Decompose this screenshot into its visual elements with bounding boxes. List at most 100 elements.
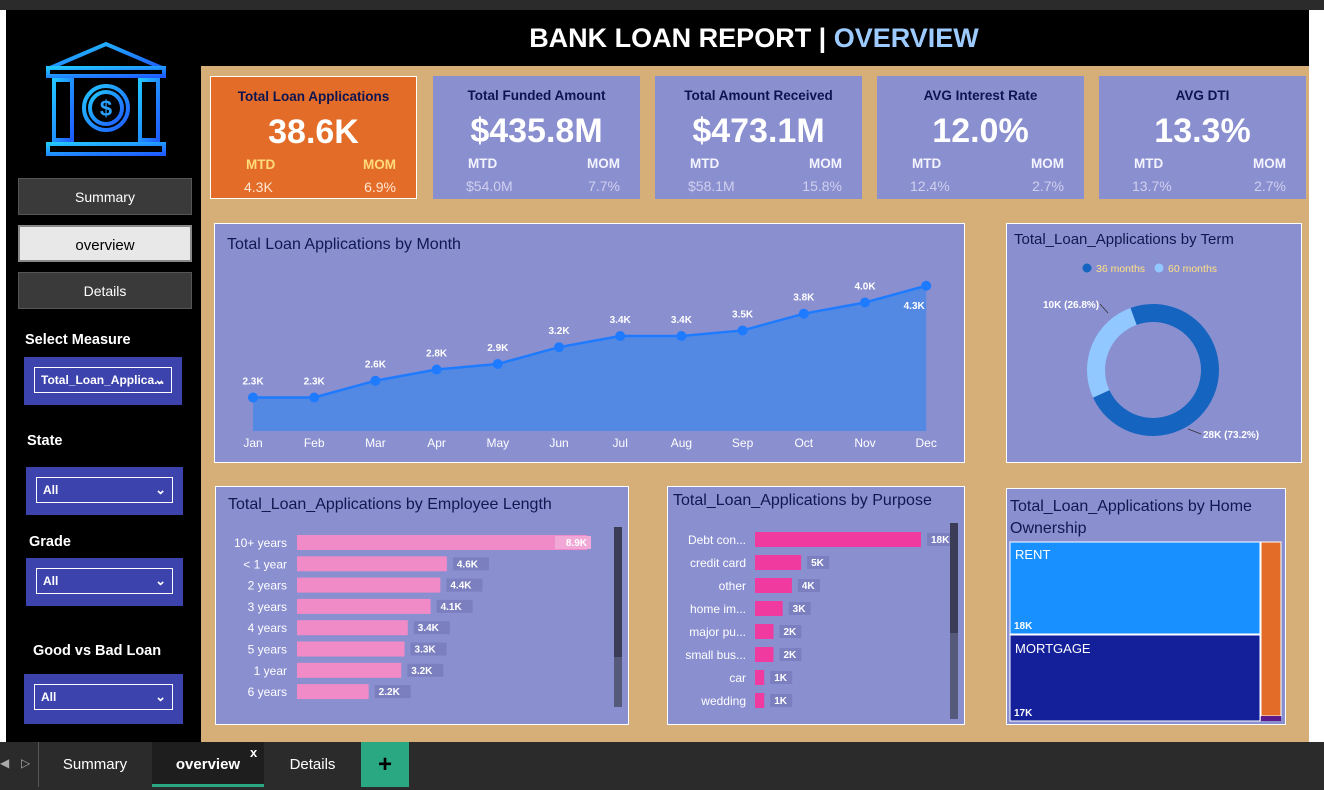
- bar: [297, 641, 405, 657]
- kpi-value: 12.0%: [932, 112, 1029, 150]
- kpi-mtd-value: $58.1M: [688, 178, 735, 194]
- data-point: [737, 325, 748, 336]
- data-point: [860, 297, 870, 308]
- kpi-mtd-label: MTD: [1134, 156, 1164, 171]
- home-chart-panel[interactable]: Total_Loan_Applications by Home Ownershi…: [1006, 488, 1286, 725]
- kpi-title: AVG Interest Rate: [923, 88, 1038, 103]
- bar: [755, 578, 792, 593]
- data-point: [615, 331, 626, 342]
- emp-chart-panel[interactable]: Total_Loan_Applications by Employee Leng…: [215, 486, 629, 725]
- data-label: 1K: [774, 696, 788, 707]
- chevron-down-icon: ⌄: [155, 482, 166, 497]
- x-tick-label: Feb: [304, 436, 325, 450]
- data-label: 2.6K: [365, 360, 387, 371]
- data-point: [431, 364, 442, 375]
- data-label: 4.4K: [450, 581, 472, 592]
- category-label: car: [729, 671, 746, 685]
- close-tab-icon[interactable]: x: [250, 745, 258, 760]
- term-chart-panel[interactable]: Total_Loan_Applications by Term 36 month…: [1006, 223, 1302, 463]
- purpose-bar-chart: Debt con... 18K credit card 5K other 4K home i…: [685, 523, 958, 719]
- kpi-title: Total Loan Applications: [237, 89, 390, 104]
- kpi-mom-value: 15.8%: [802, 178, 842, 194]
- grade-value: All: [43, 574, 59, 588]
- nav-summary-button[interactable]: Summary: [18, 178, 192, 215]
- kpi-card[interactable]: AVG Interest Rate 12.0% MTD MOM 12.4% 2.…: [877, 76, 1084, 199]
- month-chart-title: Total Loan Applications by Month: [227, 236, 461, 253]
- nav-details-button[interactable]: Details: [18, 272, 192, 309]
- treemap-value: 17K: [1014, 708, 1033, 719]
- emp-bar-chart: 10+ years 8.9K < 1 year 4.6K 2 years 4.4K 3 ye…: [234, 527, 622, 707]
- tab-details[interactable]: Details: [289, 756, 336, 773]
- chevron-down-icon: ⌄: [154, 372, 165, 387]
- page-title: BANK LOAN REPORT | OVERVIEW: [200, 10, 1308, 66]
- data-label: 8.9K: [566, 538, 588, 549]
- tab-scroll-left-icon[interactable]: ◀: [0, 756, 10, 770]
- category-label: credit card: [690, 556, 746, 570]
- legend-label: 60 months: [1168, 263, 1217, 275]
- kpi-card[interactable]: Total Funded Amount $435.8M MTD MOM $54.…: [433, 76, 640, 199]
- emp-chart-title: Total_Loan_Applications by Employee Leng…: [228, 496, 552, 513]
- grade-slicer: All ⌄: [26, 558, 183, 606]
- kpi-value: $435.8M: [470, 112, 603, 150]
- kpi-mtd-value: 13.7%: [1132, 178, 1172, 194]
- data-label: 3.5K: [732, 309, 754, 320]
- tab-overview-label: overview: [175, 756, 241, 773]
- title-accent: OVERVIEW: [833, 23, 979, 53]
- home-title-line1: Total_Loan_Applications by Home: [1010, 498, 1252, 515]
- chevron-down-icon: ⌄: [155, 573, 166, 588]
- state-value: All: [43, 483, 59, 497]
- label-bg: [374, 685, 411, 699]
- tab-summary[interactable]: Summary: [62, 756, 128, 773]
- data-label: 1K: [774, 673, 788, 684]
- kpi-title: Total Funded Amount: [467, 88, 606, 103]
- kpi-card[interactable]: AVG DTI 13.3% MTD MOM 13.7% 2.7%: [1099, 76, 1306, 199]
- x-tick-label: Apr: [427, 436, 446, 450]
- category-label: 10+ years: [234, 536, 287, 550]
- state-dropdown[interactable]: All ⌄: [36, 477, 173, 503]
- kpi-title: Total Amount Received: [684, 88, 833, 103]
- label-bg: [797, 579, 820, 592]
- legend-label: 36 months: [1096, 263, 1145, 275]
- month-chart-panel[interactable]: Total Loan Applications by Month 2.3K Jan…: [214, 223, 965, 463]
- kpi-card[interactable]: Total Loan Applications 38.6K MTD MOM 4.…: [210, 76, 417, 199]
- bar: [755, 670, 765, 685]
- data-label: 3.4K: [610, 315, 632, 326]
- kpi-mom-label: MOM: [1031, 156, 1064, 171]
- loan-quality-dropdown[interactable]: All ⌄: [34, 684, 173, 710]
- category-label: 1 year: [254, 664, 287, 678]
- grade-dropdown[interactable]: All ⌄: [36, 568, 173, 594]
- term-chart-title: Total_Loan_Applications by Term: [1014, 231, 1234, 248]
- kpi-mom-value: 2.7%: [1032, 178, 1064, 194]
- kpi-mom-label: MOM: [587, 156, 620, 171]
- category-label: 5 years: [248, 643, 287, 657]
- kpi-mom-label: MOM: [809, 156, 842, 171]
- label-bg: [770, 694, 793, 707]
- kpi-mtd-label: MTD: [468, 156, 498, 171]
- kpi-mom-value: 6.9%: [364, 179, 396, 195]
- tab-overview[interactable]: overview: [152, 742, 264, 787]
- label-bg: [788, 602, 811, 615]
- data-point: [921, 280, 932, 291]
- category-label: 3 years: [248, 600, 287, 614]
- data-label: 2.9K: [487, 343, 509, 354]
- month-area-chart: 2.3K Jan 2.3K Feb 2.6K Mar 2.8K Apr 2.9K May 3.2K J…: [242, 280, 937, 450]
- measure-dropdown[interactable]: Total_Loan_Applica... ⌄: [34, 367, 172, 393]
- label-bg: [446, 578, 483, 592]
- data-label: 3.2K: [411, 666, 433, 677]
- data-label: 2.3K: [304, 376, 326, 387]
- label-bg: [779, 625, 802, 638]
- add-page-button[interactable]: +: [361, 742, 409, 787]
- x-tick-label: Jun: [549, 436, 568, 450]
- chevron-down-icon: ⌄: [155, 689, 166, 704]
- tab-scroll-right-icon[interactable]: ▷: [21, 756, 31, 770]
- leader-line: [1099, 303, 1109, 314]
- x-tick-label: Aug: [671, 436, 692, 450]
- kpi-card[interactable]: Total Amount Received $473.1M MTD MOM $5…: [655, 76, 862, 199]
- kpi-mom-label: MOM: [1253, 156, 1286, 171]
- data-point: [370, 375, 381, 386]
- nav-overview-button[interactable]: overview: [18, 225, 192, 262]
- purpose-chart-panel[interactable]: Total_Loan_Applications by Purpose Debt …: [667, 486, 965, 725]
- bar: [755, 532, 921, 547]
- category-label: Debt con...: [688, 533, 746, 547]
- data-label: 3.8K: [793, 293, 815, 304]
